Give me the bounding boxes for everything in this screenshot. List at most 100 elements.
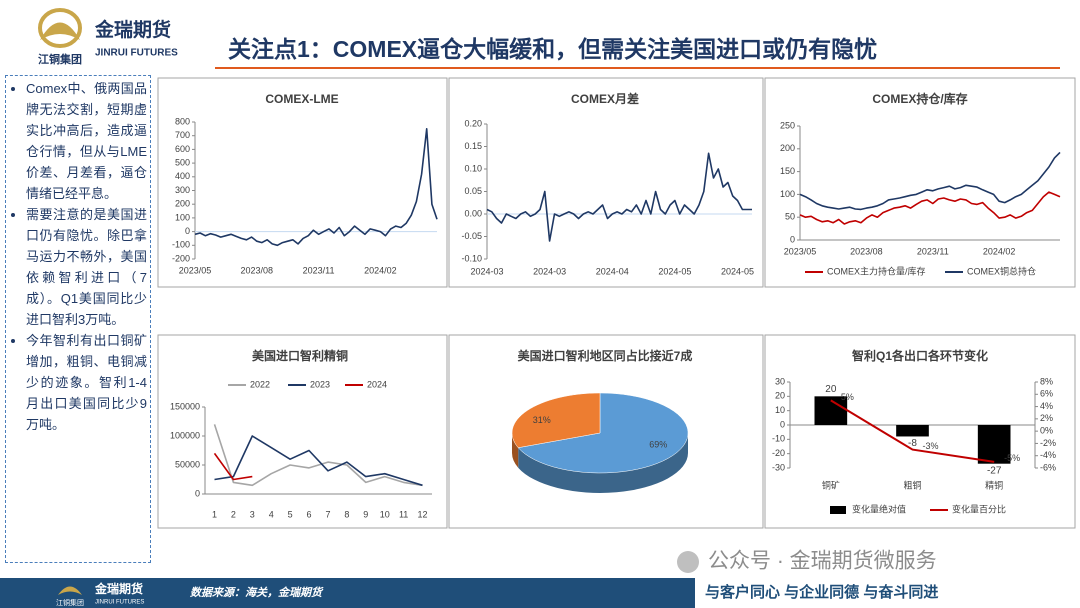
y-tick-label: 4%	[1040, 401, 1053, 411]
y-tick-label: -100	[172, 240, 190, 250]
pie-slice	[517, 392, 689, 474]
chart-title: COMEX持仓/库存	[872, 91, 967, 106]
x-tick-label: 2023/08	[850, 246, 883, 256]
pie-label: 69%	[649, 440, 667, 450]
x-tick-label: 2024-05	[721, 266, 754, 276]
y-tick-label: 300	[175, 185, 190, 195]
footer-brand-en: JINRUI FUTURES	[95, 600, 144, 606]
source: 数据来源：海关，金瑞期货	[190, 586, 324, 599]
series-line	[830, 399, 995, 463]
legend-label: 变化量百分比	[952, 503, 1006, 514]
y-tick-label: 200	[780, 143, 795, 153]
slide-title: 关注点1：COMEX逼仓大幅缓和，但需关注美国进口或仍有隐忧	[228, 36, 878, 62]
legend-swatch	[830, 506, 846, 514]
x-tick-label: 6	[307, 509, 312, 519]
x-tick-label: 2024/02	[364, 265, 397, 275]
x-tick-label: 铜矿	[822, 479, 840, 490]
x-tick-label: 8	[344, 509, 349, 519]
legend-label: 2024	[367, 379, 387, 389]
y-tick-label: 150	[780, 166, 795, 176]
x-tick-label: 7	[325, 509, 330, 519]
pie-label: 31%	[533, 415, 551, 425]
y-tick-label: 800	[175, 116, 190, 126]
y-tick-label: 2%	[1040, 413, 1053, 423]
y-tick-label: 100000	[170, 430, 200, 440]
x-tick-label: 12	[418, 509, 428, 519]
legend-label: 变化量绝对值	[852, 503, 906, 514]
x-tick-label: 2024-04	[596, 266, 629, 276]
chart-title: COMEX-LME	[265, 92, 338, 106]
x-tick-label: 10	[380, 509, 390, 519]
line-label: -3%	[923, 441, 939, 451]
line-label: 5%	[841, 392, 854, 402]
bar-label: -27	[987, 465, 1002, 476]
bar	[977, 425, 1011, 464]
slogan: 与客户同心 与企业同德 与奋斗同进	[705, 583, 938, 601]
x-tick-label: 2024-03	[470, 266, 503, 276]
pie-slice	[511, 392, 601, 448]
brand: 金瑞期货	[94, 18, 171, 41]
bullet: 今年智利有出口铜矿增加，粗铜、电铜减少的迹象。智利1-4月出口美国同比少9万吨。	[26, 330, 147, 435]
y-tick-label: 400	[175, 171, 190, 181]
y-tick-label: -30	[772, 462, 785, 472]
y-tick-label: 0.15	[464, 141, 482, 151]
footer-logo	[58, 586, 82, 595]
legend-label: COMEX铜总持仓	[967, 265, 1036, 276]
y-tick-label: 8%	[1040, 376, 1053, 386]
x-tick-label: 2023/05	[784, 246, 817, 256]
y-tick-label: 30	[775, 376, 785, 386]
series-line	[194, 128, 438, 247]
y-tick-label: 0	[780, 419, 785, 429]
x-tick-label: 精铜	[985, 479, 1003, 490]
y-tick-label: 0.10	[464, 163, 482, 173]
line-label: -5%	[1004, 453, 1020, 463]
x-tick-label: 11	[399, 509, 408, 519]
x-tick-label: 2023/08	[241, 265, 274, 275]
slogan-box	[695, 578, 1080, 608]
y-tick-label: 700	[175, 130, 190, 140]
series-line	[213, 424, 423, 487]
x-tick-label: 2	[231, 509, 236, 519]
y-tick-label: 500	[175, 157, 190, 167]
x-tick-label: 4	[269, 509, 274, 519]
y-tick-label: 100	[175, 212, 190, 222]
y-tick-label: -20	[772, 448, 785, 458]
y-tick-label: -10	[772, 434, 785, 444]
series-line	[213, 452, 253, 481]
y-tick-label: 0	[185, 226, 190, 236]
chart-title: 美国进口智利精铜	[252, 348, 348, 363]
bullet: Comex中、俄两国品牌无法交割，短期虚实比冲高后，造成逼仓行情，但从与LME价…	[26, 78, 147, 204]
y-tick-label: 0.05	[464, 186, 482, 196]
y-tick-label: 0	[790, 234, 795, 244]
y-tick-label: 50000	[175, 459, 200, 469]
x-tick-label: 3	[250, 509, 255, 519]
y-tick-label: 600	[175, 144, 190, 154]
y-tick-label: -2%	[1040, 438, 1056, 448]
group-name: 江铜集团	[38, 52, 82, 66]
x-tick-label: 1	[212, 509, 217, 519]
series-line	[214, 435, 423, 487]
bullet: 需要注意的是美国进口仍有隐忧。除巴拿马运力不畅外，美国依赖智利进口（7成）。Q1…	[26, 204, 147, 330]
y-tick-label: 0	[195, 488, 200, 498]
series-line	[486, 152, 752, 242]
chart-title: 智利Q1各出口各环节变化	[851, 348, 988, 363]
logo-ring	[38, 8, 82, 48]
x-tick-label: 2024-03	[533, 266, 566, 276]
x-tick-label: 2023/11	[917, 246, 949, 256]
y-tick-label: 250	[780, 120, 795, 130]
footer-group: 江铜集团	[56, 598, 84, 607]
legend-label: 2022	[250, 379, 270, 389]
y-tick-label: 0.20	[464, 118, 482, 128]
bar-label: -8	[908, 438, 917, 449]
chart-panel	[157, 77, 448, 288]
pie-side	[512, 433, 519, 468]
chart-panel	[764, 77, 1076, 288]
chart-title: 美国进口智利地区同占比接近7成	[518, 348, 693, 363]
y-tick-label: 200	[175, 199, 190, 209]
y-tick-label: -6%	[1040, 462, 1056, 472]
series-line	[799, 191, 1061, 225]
y-tick-label: 0.00	[464, 208, 482, 218]
bullet-list: Comex中、俄两国品牌无法交割，短期虚实比冲高后，造成逼仓行情，但从与LME价…	[8, 78, 147, 435]
